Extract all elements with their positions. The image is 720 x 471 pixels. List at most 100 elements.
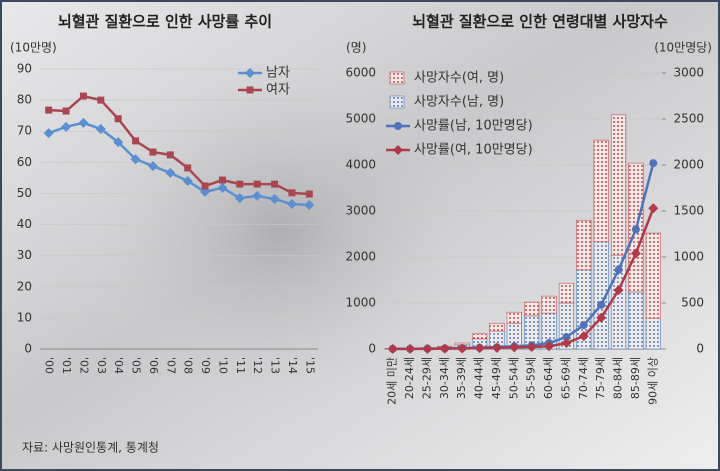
point bbox=[579, 321, 588, 330]
point bbox=[62, 107, 70, 115]
x-tick-label: '06 bbox=[147, 357, 160, 374]
x-tick-label: '09 bbox=[199, 357, 212, 374]
point bbox=[245, 68, 255, 78]
x-tick-label: 50-54세 bbox=[507, 357, 520, 399]
point bbox=[526, 341, 537, 352]
point bbox=[613, 285, 624, 296]
point bbox=[149, 148, 157, 156]
y-tick-label: 4000 bbox=[345, 158, 376, 172]
x-tick-label: 75-79세 bbox=[594, 357, 607, 399]
point bbox=[286, 199, 297, 210]
point bbox=[544, 341, 555, 352]
legend-label: 남자 bbox=[266, 66, 290, 81]
point bbox=[61, 121, 72, 132]
point bbox=[113, 137, 124, 148]
point bbox=[95, 124, 106, 135]
y2-tick-label: 1500 bbox=[673, 204, 704, 218]
point bbox=[218, 176, 226, 184]
y2-tick-label: 2500 bbox=[673, 112, 704, 126]
y2-tick-label: 2000 bbox=[673, 158, 704, 172]
x-tick-label: 60-64세 bbox=[542, 357, 555, 399]
chart-title: 뇌혈관 질환으로 인한 사망률 추이 bbox=[58, 13, 272, 31]
x-tick-label: 45-49세 bbox=[490, 357, 503, 399]
point bbox=[217, 182, 228, 193]
point bbox=[422, 343, 433, 354]
y-tick-label: 2000 bbox=[345, 250, 376, 264]
bar bbox=[558, 282, 575, 304]
point bbox=[147, 161, 158, 172]
y-tick-label: 0 bbox=[368, 342, 376, 356]
point bbox=[387, 343, 398, 354]
x-tick-label: '15 bbox=[303, 357, 316, 374]
x-tick-label: '11 bbox=[234, 357, 247, 374]
chart-title: 뇌혈관 질환으로 인한 연령대별 사망자수 bbox=[412, 13, 668, 31]
point bbox=[43, 128, 54, 139]
y2-tick-label: 3000 bbox=[673, 66, 704, 80]
point bbox=[269, 194, 280, 205]
y2-tick-label: 1000 bbox=[673, 250, 704, 264]
x-tick-label: '02 bbox=[77, 357, 90, 374]
x-tick-label: '04 bbox=[112, 357, 125, 374]
bar bbox=[645, 232, 661, 319]
bar bbox=[593, 139, 609, 243]
y-tick-label: 6000 bbox=[345, 66, 376, 80]
x-tick-label: 55-59세 bbox=[525, 357, 538, 399]
x-tick-label: '10 bbox=[216, 357, 229, 374]
bar bbox=[610, 114, 627, 256]
data-line bbox=[48, 121, 310, 207]
point bbox=[509, 342, 520, 353]
legend-label: 사망자수(여, 명) bbox=[414, 71, 504, 86]
x-tick-label: 25-29세 bbox=[420, 357, 433, 399]
y-tick-label: 70 bbox=[17, 124, 32, 138]
y-tick-label: 10 bbox=[17, 310, 32, 324]
x-tick-label: 85-89세 bbox=[629, 357, 642, 399]
x-tick-label: 20세 미만 bbox=[386, 357, 399, 405]
y-tick-label: 3000 bbox=[345, 204, 376, 218]
x-tick-label: '03 bbox=[95, 357, 108, 374]
point bbox=[132, 137, 140, 145]
point bbox=[405, 343, 416, 354]
point bbox=[165, 167, 176, 178]
bar bbox=[576, 219, 592, 271]
point bbox=[393, 145, 403, 155]
point bbox=[649, 159, 658, 168]
y-tick-label: 0 bbox=[24, 342, 32, 356]
x-tick-label: 35-39세 bbox=[455, 357, 468, 399]
x-tick-label: '12 bbox=[251, 357, 264, 374]
x-tick-label: 40-44세 bbox=[473, 357, 486, 399]
point bbox=[130, 154, 141, 165]
point bbox=[457, 343, 468, 354]
x-tick-label: '08 bbox=[182, 357, 195, 374]
data-line bbox=[392, 207, 655, 351]
y2-tick-label: 0 bbox=[696, 342, 704, 356]
x-tick-label: '05 bbox=[130, 357, 143, 374]
bar bbox=[645, 317, 661, 350]
y-tick-label: 20 bbox=[17, 279, 32, 293]
point bbox=[114, 115, 122, 123]
y-tick-label: 60 bbox=[17, 155, 32, 169]
y-tick-label: 30 bbox=[17, 248, 32, 262]
point bbox=[491, 342, 502, 353]
y-tick-label: 90 bbox=[17, 62, 32, 76]
y-tick-label: 50 bbox=[17, 186, 32, 200]
bar bbox=[541, 295, 557, 314]
point bbox=[271, 180, 279, 188]
bar bbox=[506, 311, 522, 324]
x-tick-label: '01 bbox=[60, 357, 73, 374]
x-tick-label: 70-74세 bbox=[577, 357, 590, 399]
legend-label: 사망률(여, 10만명당) bbox=[414, 143, 533, 158]
x-tick-label: 80-84세 bbox=[612, 357, 625, 399]
x-tick-label: '13 bbox=[269, 357, 282, 374]
point bbox=[578, 331, 589, 342]
y-axis-label: (명) bbox=[346, 41, 366, 55]
bar bbox=[524, 301, 540, 317]
legend-swatch bbox=[389, 71, 405, 85]
x-tick-label: '07 bbox=[164, 357, 177, 374]
bar bbox=[471, 333, 488, 340]
y-tick-label: 1000 bbox=[345, 296, 376, 310]
point bbox=[201, 182, 209, 190]
point bbox=[288, 189, 296, 197]
point bbox=[394, 122, 402, 130]
y-tick-label: 5000 bbox=[345, 112, 376, 126]
